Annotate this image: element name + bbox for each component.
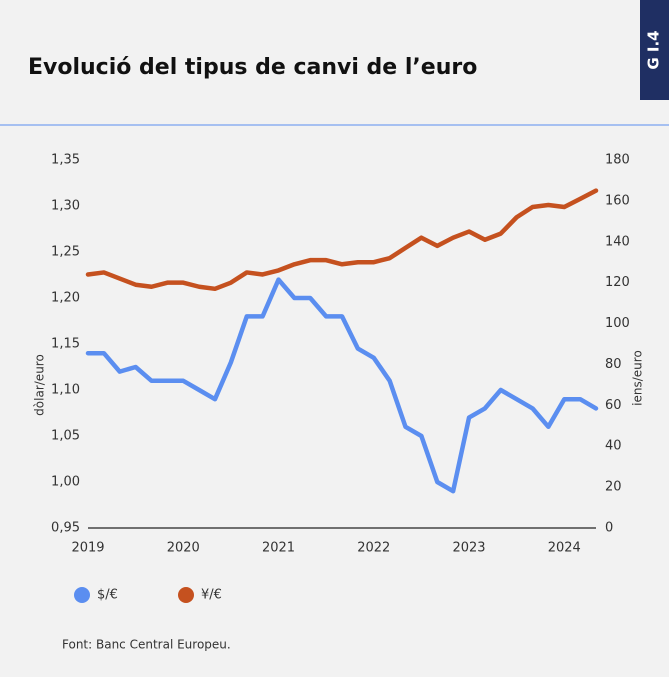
y2-tick-label: 80 [605,357,622,372]
y2-tick-label: 20 [605,480,622,495]
y-tick-label: 1,25 [51,245,80,260]
series-line [85,277,599,494]
source: Font: Banc Central Europeu. [62,638,231,652]
y-tick-label: 1,35 [51,153,80,168]
y2-tick-label: 0 [605,521,613,536]
y-tick-label: 1,20 [51,291,80,306]
y2-tick-label: 180 [605,153,630,168]
x-tick-label: 2019 [71,541,104,556]
legend-swatch [74,587,90,603]
x-tick-label: 2022 [357,541,390,556]
tag-box [640,0,669,100]
y2-tick-label: 140 [605,234,630,249]
y-tick-label: 0,95 [51,521,80,536]
y-tick-label: 1,15 [51,337,80,352]
series-line [85,188,599,292]
y-tick-label: 1,30 [51,199,80,214]
y2-tick-label: 100 [605,316,630,331]
x-tick-label: 2024 [548,541,581,556]
x-tick-label: 2021 [262,541,295,556]
y-axis-label: dòlar/euro [33,354,47,416]
x-tick-label: 2020 [167,541,200,556]
tag: G I.4 [645,30,663,69]
y2-axis-label: iens/euro [631,350,645,406]
legend-label: ¥/€ [201,588,222,603]
y2-tick-label: 40 [605,439,622,454]
y-tick-label: 1,05 [51,429,80,444]
x-tick-label: 2023 [452,541,485,556]
legend-swatch [178,587,194,603]
legend-label: $/€ [97,588,118,603]
y2-tick-label: 60 [605,398,622,413]
y-tick-label: 1,10 [51,383,80,398]
y2-tick-label: 160 [605,193,630,208]
y-tick-label: 1,00 [51,475,80,490]
y2-tick-label: 120 [605,275,630,290]
chart-title: Evolució del tipus de canvi de l’euro [28,55,477,80]
